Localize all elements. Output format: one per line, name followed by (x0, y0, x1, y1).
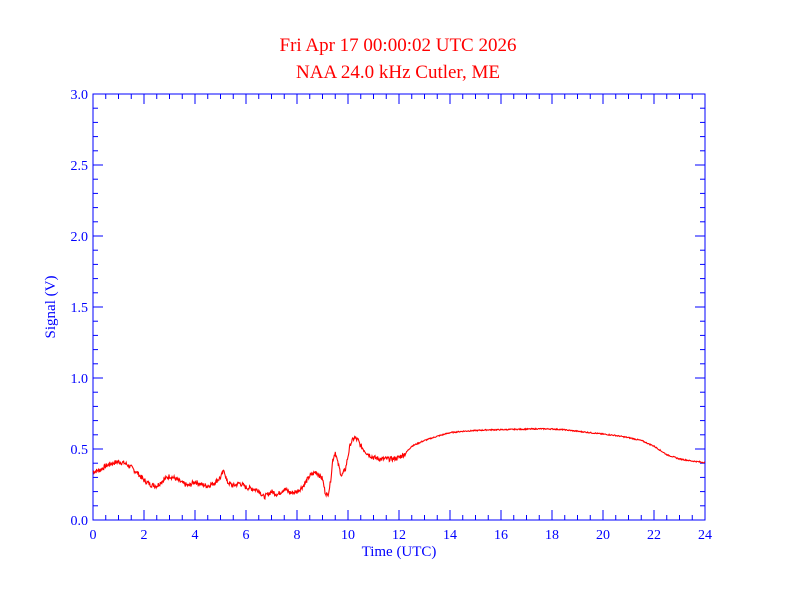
chart-title: Fri Apr 17 00:00:02 UTC 2026 (280, 35, 517, 56)
y-tick-label: 1.5 (71, 301, 89, 316)
x-axis-title: Time (UTC) (362, 544, 437, 560)
y-tick-label: 2.5 (71, 159, 89, 174)
x-tick-label: 18 (545, 528, 559, 543)
y-axis-title: Signal (V) (43, 276, 59, 339)
chart-subtitle: NAA 24.0 kHz Cutler, ME (296, 62, 500, 83)
signal-series-line (92, 427, 705, 501)
x-tick-label: 4 (192, 528, 199, 543)
x-tick-label: 12 (392, 528, 406, 543)
x-tick-label: 24 (698, 528, 712, 543)
tick-labels: 0 2 4 6 8 10 12 14 16 18 20 22 240.00.51.01.52.02.53… (71, 88, 713, 543)
y-tick-label: 1.0 (71, 372, 89, 387)
x-tick-label: 14 (443, 528, 457, 543)
axis-ticks (92, 93, 706, 521)
y-tick-label: 3.0 (71, 88, 89, 103)
x-tick-label: 8 (294, 528, 301, 543)
x-tick-label: 10 (341, 528, 355, 543)
y-tick-label: 2.0 (71, 230, 89, 245)
x-tick-label: 22 (647, 528, 661, 543)
y-tick-label: 0.5 (71, 443, 89, 458)
x-tick-label: 0 (90, 528, 97, 543)
y-tick-label: 0.0 (71, 514, 89, 529)
x-tick-label: 20 (596, 528, 610, 543)
x-tick-label: 2 (141, 528, 148, 543)
x-tick-label: 16 (494, 528, 508, 543)
x-tick-label: 6 (243, 528, 250, 543)
